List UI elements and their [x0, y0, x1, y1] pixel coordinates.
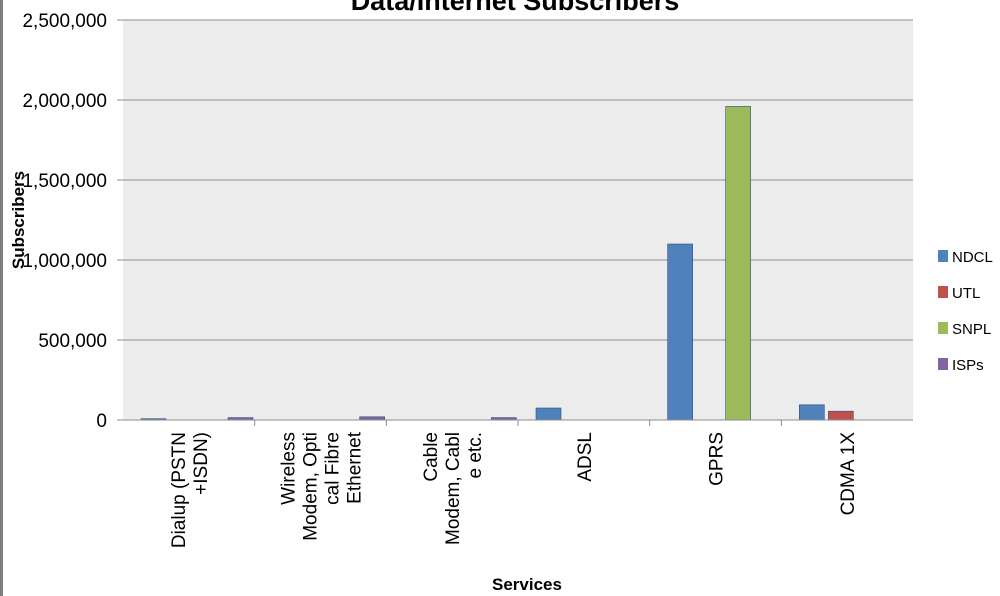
x-axis-title: Services: [492, 575, 562, 594]
x-category-line: Ethernet: [345, 431, 366, 504]
legend-swatch-isps: [938, 358, 948, 370]
x-category-label: WirelessModem, Optical FibreEthernet: [279, 431, 366, 540]
x-category-label: ADSL: [575, 432, 596, 482]
bars: [140, 106, 854, 421]
x-category-label: GPRS: [707, 432, 728, 486]
legend-label-ndcl: NDCL: [952, 249, 993, 266]
x-category-line: Modem, Opti: [301, 432, 322, 541]
x-axis-categories: Dialup (PSTN+ISDN) WirelessModem, Optical…: [169, 420, 859, 548]
x-category-line: Modem, Cabl: [443, 432, 464, 545]
legend-swatch-ndcl: [938, 250, 948, 262]
bar-ndcl: [799, 404, 825, 421]
bar-ndcl: [535, 407, 562, 421]
x-category-line: Wireless: [279, 432, 300, 505]
x-category-line: Dialup (PSTN: [169, 432, 190, 548]
y-tick-label: 500,000: [38, 331, 107, 352]
x-category-label: CDMA 1X: [838, 432, 859, 516]
bar-utl: [828, 410, 854, 421]
x-category-label: Dialup (PSTN+ISDN): [169, 432, 212, 548]
y-tick-label: 1,000,000: [22, 251, 107, 272]
chart-title: Data/Internet Subscribers: [351, 0, 680, 16]
x-category-line: e etc.: [465, 432, 486, 478]
x-category-line: ADSL: [575, 432, 596, 482]
legend-label-isps: ISPs: [952, 357, 984, 374]
bar-snpl: [725, 106, 751, 421]
x-category-line: CDMA 1X: [838, 432, 859, 516]
legend-label-snpl: SNPL: [952, 321, 991, 338]
y-tick-label: 2,000,000: [22, 91, 107, 112]
y-axis-ticks: 0 500,000 1,000,000 1,500,000 2,000,000 2,500…: [22, 11, 123, 432]
x-category-line: GPRS: [707, 432, 728, 486]
x-category-label: CableModem, Cable etc.: [421, 432, 486, 545]
y-axis-title: Subscribers: [9, 171, 28, 269]
x-category-line: cal Fibre: [323, 432, 344, 505]
x-category-line: Cable: [421, 432, 442, 482]
x-category-line: +ISDN): [191, 432, 212, 495]
plot-area: [123, 20, 913, 420]
y-tick-label: 1,500,000: [22, 171, 107, 192]
legend-label-utl: UTL: [952, 285, 980, 302]
frame-border: [0, 0, 3, 596]
gridlines: [123, 19, 913, 341]
legend: NDCL UTL SNPL ISPs: [938, 249, 993, 374]
legend-swatch-snpl: [938, 322, 948, 334]
legend-swatch-utl: [938, 286, 948, 298]
y-tick-label: 2,500,000: [22, 11, 107, 32]
bar-ndcl: [667, 243, 693, 421]
y-tick-label: 0: [96, 411, 107, 432]
